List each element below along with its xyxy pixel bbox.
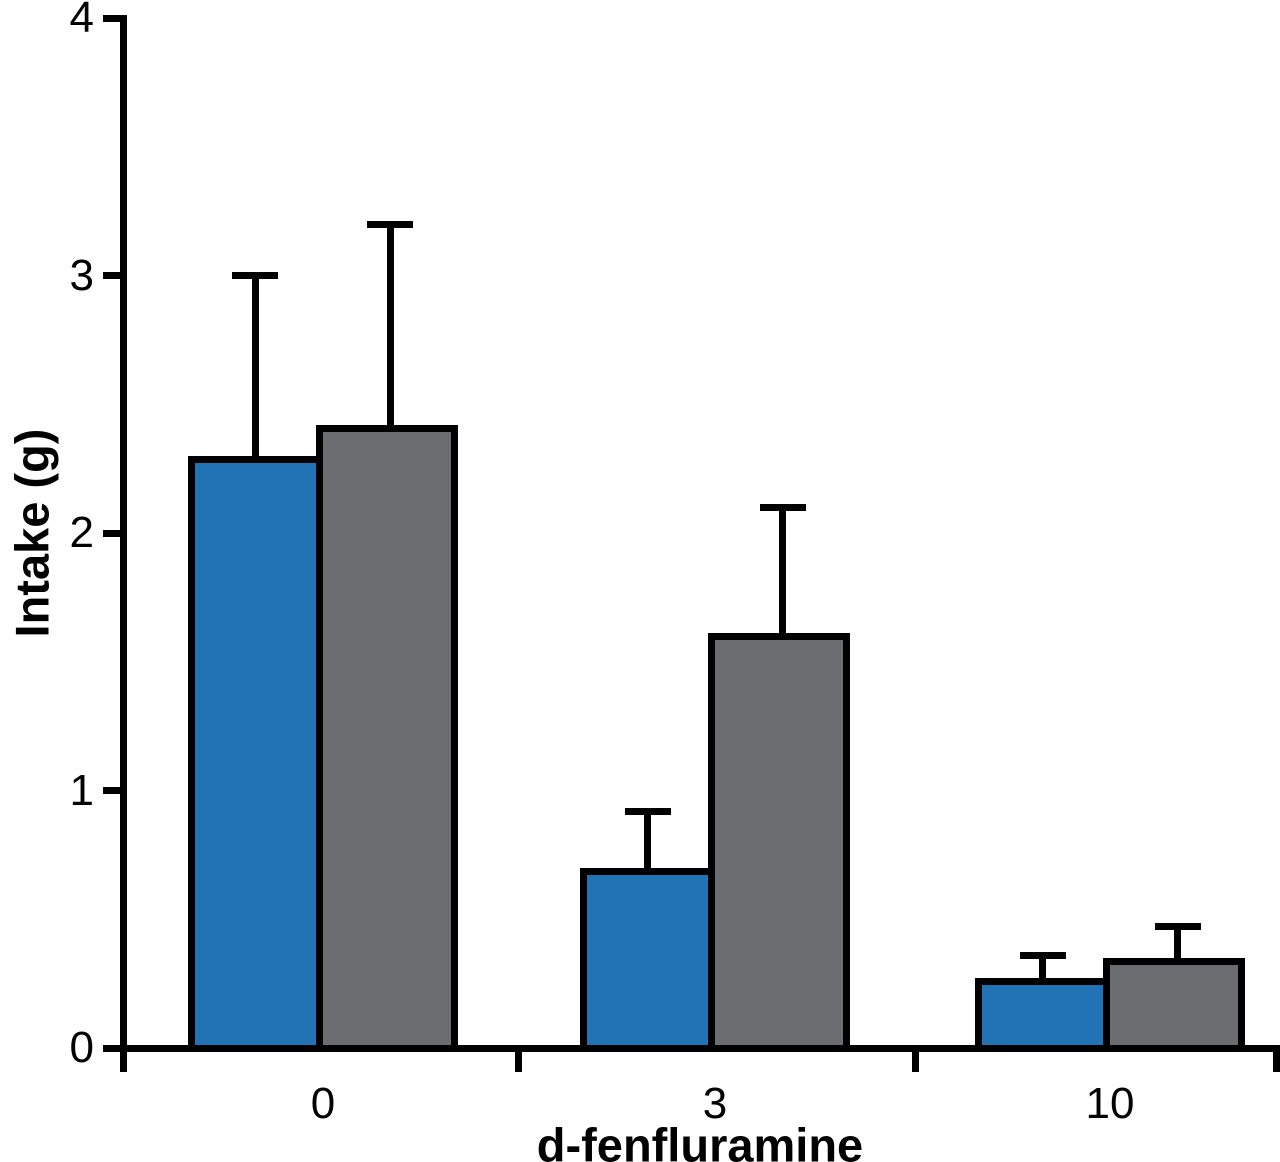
y-tick-1 bbox=[103, 787, 123, 794]
y-tick-label-0: 0 bbox=[69, 1023, 94, 1072]
error-bar-cap-gray-series-cat10 bbox=[1155, 923, 1201, 930]
x-tick-label-10: 10 bbox=[1085, 1079, 1135, 1128]
x-boundary-tick-1 bbox=[515, 1048, 522, 1072]
x-axis-title: d-fenfluramine bbox=[536, 1118, 864, 1162]
error-bar-line-blue-series-cat0 bbox=[252, 276, 259, 462]
error-bar-line-gray-series-cat10 bbox=[1174, 927, 1181, 963]
bar-blue-series-cat3 bbox=[580, 868, 715, 1052]
error-bar-line-blue-series-cat10 bbox=[1039, 955, 1046, 984]
error-bar-line-blue-series-cat3 bbox=[644, 811, 651, 873]
y-tick-label-4: 4 bbox=[69, 0, 94, 42]
y-tick-4 bbox=[103, 15, 123, 22]
bar-gray-series-cat3 bbox=[708, 633, 850, 1052]
bar-blue-series-cat0 bbox=[188, 456, 323, 1052]
x-boundary-tick-2 bbox=[912, 1048, 919, 1072]
y-tick-label-3: 3 bbox=[69, 251, 94, 300]
x-tick-label-0: 0 bbox=[310, 1079, 336, 1128]
bar-blue-series-cat10 bbox=[975, 978, 1110, 1052]
error-bar-cap-blue-series-cat0 bbox=[232, 272, 278, 279]
x-tick-label-3: 3 bbox=[702, 1079, 728, 1128]
x-axis-line bbox=[103, 1045, 1280, 1052]
y-tick-0 bbox=[103, 1045, 123, 1052]
y-tick-2 bbox=[103, 530, 123, 537]
bar-gray-series-cat0 bbox=[316, 425, 458, 1052]
bar-gray-series-cat10 bbox=[1103, 958, 1245, 1052]
x-boundary-tick-0 bbox=[120, 1048, 127, 1072]
error-bar-line-gray-series-cat0 bbox=[387, 224, 394, 430]
y-tick-label-2: 2 bbox=[69, 508, 94, 557]
x-boundary-tick-3 bbox=[1273, 1048, 1280, 1072]
y-tick-3 bbox=[103, 272, 123, 279]
y-tick-label-1: 1 bbox=[69, 766, 94, 815]
error-bar-line-gray-series-cat3 bbox=[779, 507, 786, 639]
y-axis-line bbox=[120, 15, 127, 1072]
